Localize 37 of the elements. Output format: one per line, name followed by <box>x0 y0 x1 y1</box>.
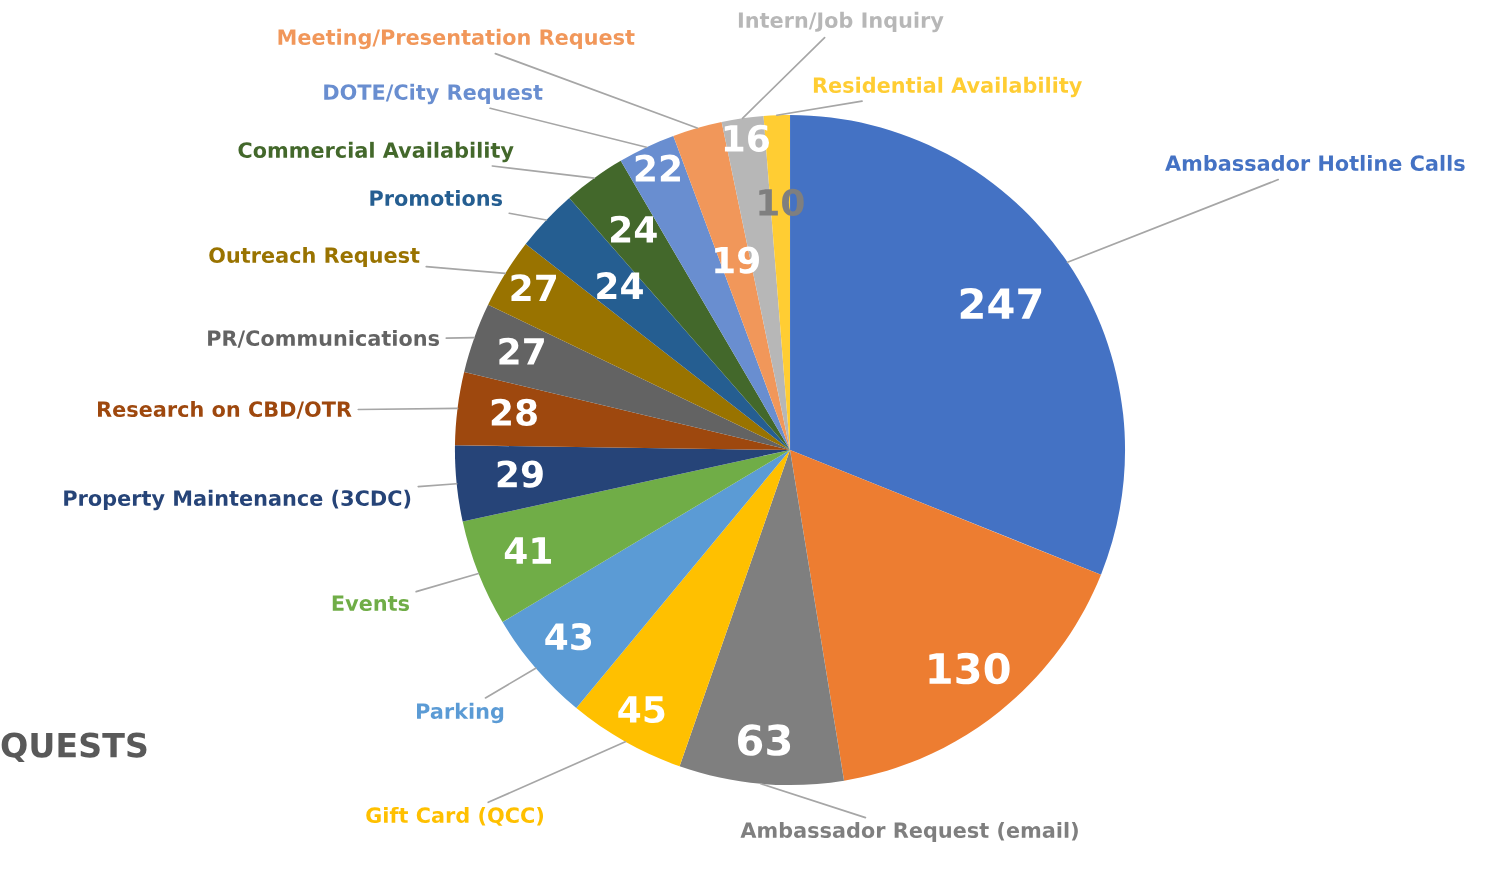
pie-slice <box>464 304 790 450</box>
data-label: 63 <box>737 724 791 756</box>
data-label: 45 <box>618 696 665 724</box>
slice-label: DOTE/City Request <box>324 83 543 105</box>
slice-label: Research on CBD/OTR <box>98 400 352 419</box>
pie-slice <box>454 371 790 450</box>
slice-label: Gift Card (QCC) <box>366 806 544 826</box>
slice-label: PR/Communications <box>208 329 440 348</box>
slice-label: Events <box>332 595 410 612</box>
data-label: 27 <box>499 337 544 365</box>
data-label: 247 <box>960 287 1042 319</box>
data-label: 27 <box>511 274 556 301</box>
data-label: 41 <box>504 537 551 564</box>
data-label: 43 <box>545 623 592 651</box>
slice-label: Meeting/Presentation Request <box>278 28 635 50</box>
pie-slice <box>679 450 845 786</box>
data-label: 22 <box>635 154 680 182</box>
slice-label: Ambassador Hotline Calls <box>1165 154 1465 172</box>
slice-label: Intern/Job Inquiry <box>738 11 944 33</box>
data-label: 24 <box>611 215 657 243</box>
data-label: 28 <box>491 398 537 426</box>
data-label: 29 <box>497 460 543 488</box>
slice-label: Residential Availability <box>813 76 1082 98</box>
pie-slice <box>790 450 1101 781</box>
pie-slice <box>462 450 790 623</box>
data-label: 24 <box>597 272 643 299</box>
data-label: 10 <box>759 188 804 217</box>
slice-label: Property Maintenance (3CDC) <box>64 489 411 511</box>
slice-label: Ambassador Request (email) <box>740 821 1078 843</box>
slice-label: Outreach Request <box>209 246 420 268</box>
pie-slice <box>488 244 790 450</box>
slice-label: Parking <box>417 702 504 724</box>
data-label: 130 <box>929 652 1010 685</box>
slice-label: Commercial Availability <box>238 141 514 163</box>
text: QUESTS <box>1 732 147 763</box>
pie-slice <box>454 445 790 522</box>
slice-label: Promotions <box>370 189 503 207</box>
